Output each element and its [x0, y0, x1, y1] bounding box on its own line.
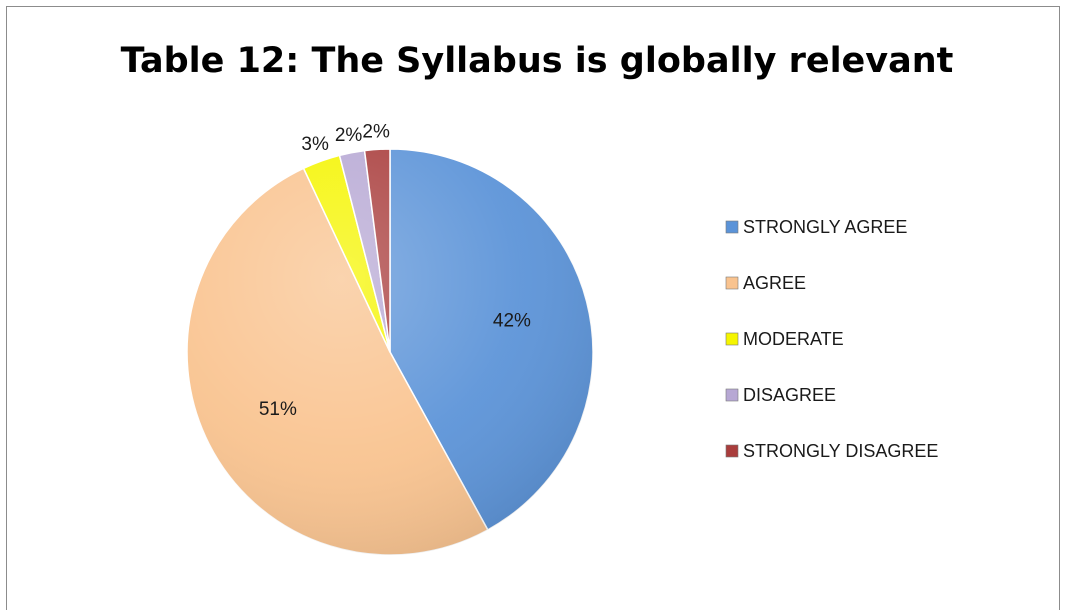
chart-title: Table 12: The Syllabus is globally relev…	[121, 41, 954, 81]
legend-swatch-strongly-agree	[725, 220, 739, 234]
legend-label-disagree: DISAGREE	[743, 385, 836, 405]
legend-swatch-moderate	[725, 332, 739, 346]
data-label-disagree: 2%	[335, 125, 363, 146]
data-labels: 42% 51% 3% 2% 2%	[259, 121, 531, 420]
legend-label-moderate: MODERATE	[743, 329, 844, 349]
data-label-moderate: 3%	[301, 134, 329, 155]
data-label-strongly-agree: 42%	[493, 311, 531, 332]
pie-slices	[186, 148, 594, 556]
data-label-strongly-disagree: 2%	[362, 121, 390, 142]
legend-swatch-agree	[725, 276, 739, 290]
legend: STRONGLY AGREE AGREE MODERATE DISAGREE STRON…	[725, 217, 938, 461]
legend-swatch-strongly-disagree	[725, 444, 739, 458]
data-label-agree: 51%	[259, 399, 297, 420]
legend-label-strongly-agree: STRONGLY AGREE	[743, 217, 907, 237]
legend-label-agree: AGREE	[743, 273, 806, 293]
legend-label-strongly-disagree: STRONGLY DISAGREE	[743, 441, 938, 461]
legend-swatch-disagree	[725, 388, 739, 402]
